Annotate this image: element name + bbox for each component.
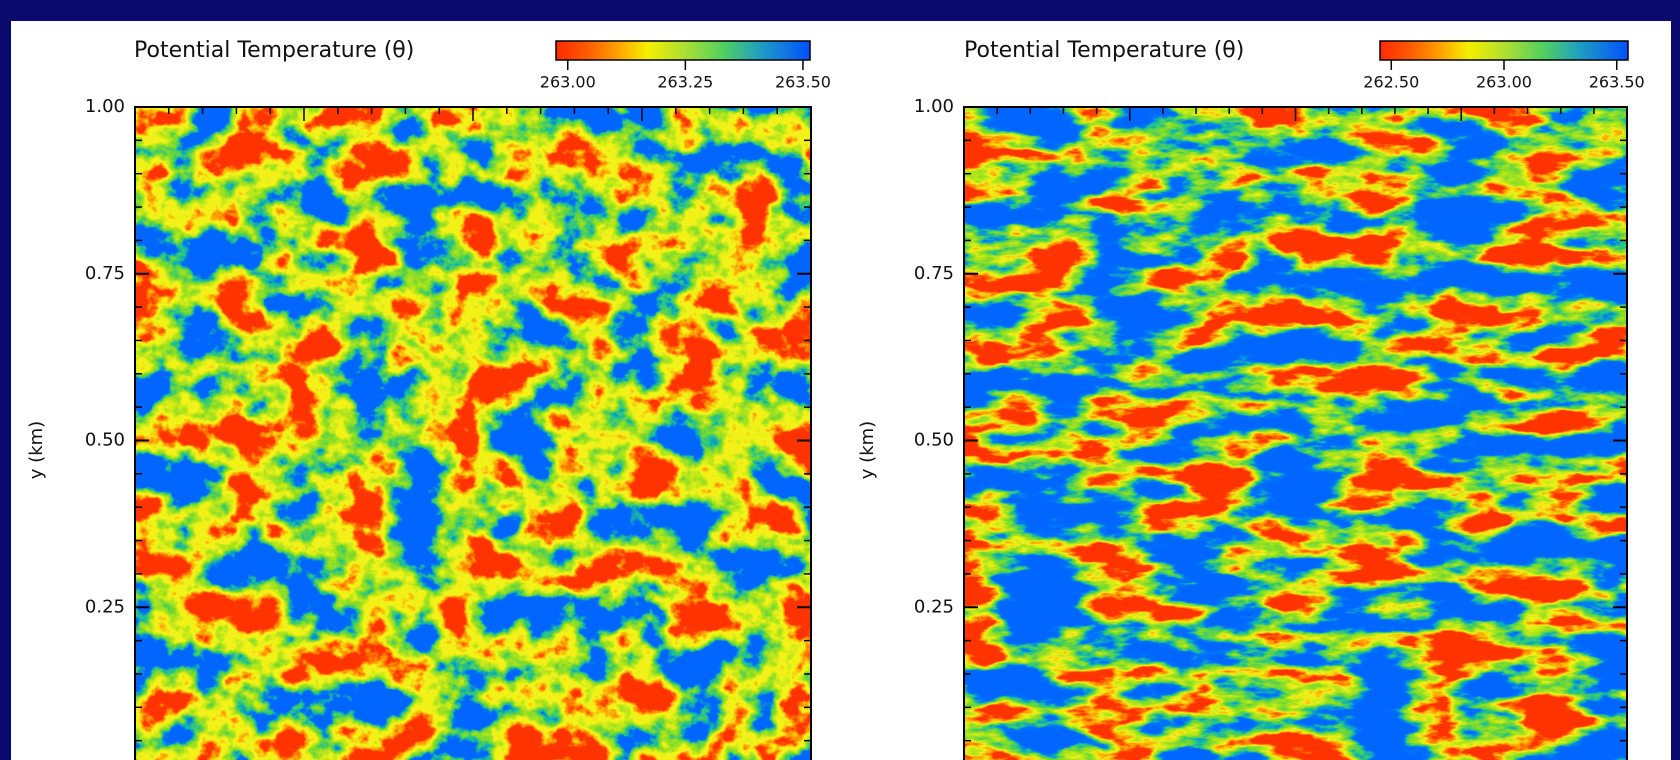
- y-tick-label: 0.75: [914, 263, 954, 284]
- heatmap-field: [964, 107, 1627, 760]
- colorbar: [555, 40, 811, 61]
- y-tick-label: 0.75: [85, 263, 125, 284]
- colorbar-tick-label: 263.00: [540, 73, 596, 92]
- y-tick-label: 0.25: [914, 596, 954, 617]
- colorbar-tick-label: 263.00: [1476, 73, 1532, 92]
- colorbar-tick-label: 262.50: [1363, 73, 1419, 92]
- y-tick-label: 0.50: [85, 430, 125, 451]
- colorbar-tick-label: 263.50: [775, 73, 831, 92]
- y-tick-label: 0.50: [914, 430, 954, 451]
- colorbar: [1379, 40, 1629, 61]
- chart-title: Potential Temperature (θ): [134, 38, 414, 63]
- chart-title: Potential Temperature (θ): [964, 38, 1244, 63]
- colorbar-tick-label: 263.50: [1589, 73, 1645, 92]
- heatmap-field: [135, 107, 811, 760]
- y-tick-label: 0.25: [85, 596, 125, 617]
- colorbar-tick-label: 263.25: [657, 73, 713, 92]
- y-axis-label: y (km): [26, 421, 47, 479]
- y-tick-label: 1.00: [914, 96, 954, 117]
- y-axis-label: y (km): [857, 421, 878, 479]
- y-tick-label: 1.00: [85, 96, 125, 117]
